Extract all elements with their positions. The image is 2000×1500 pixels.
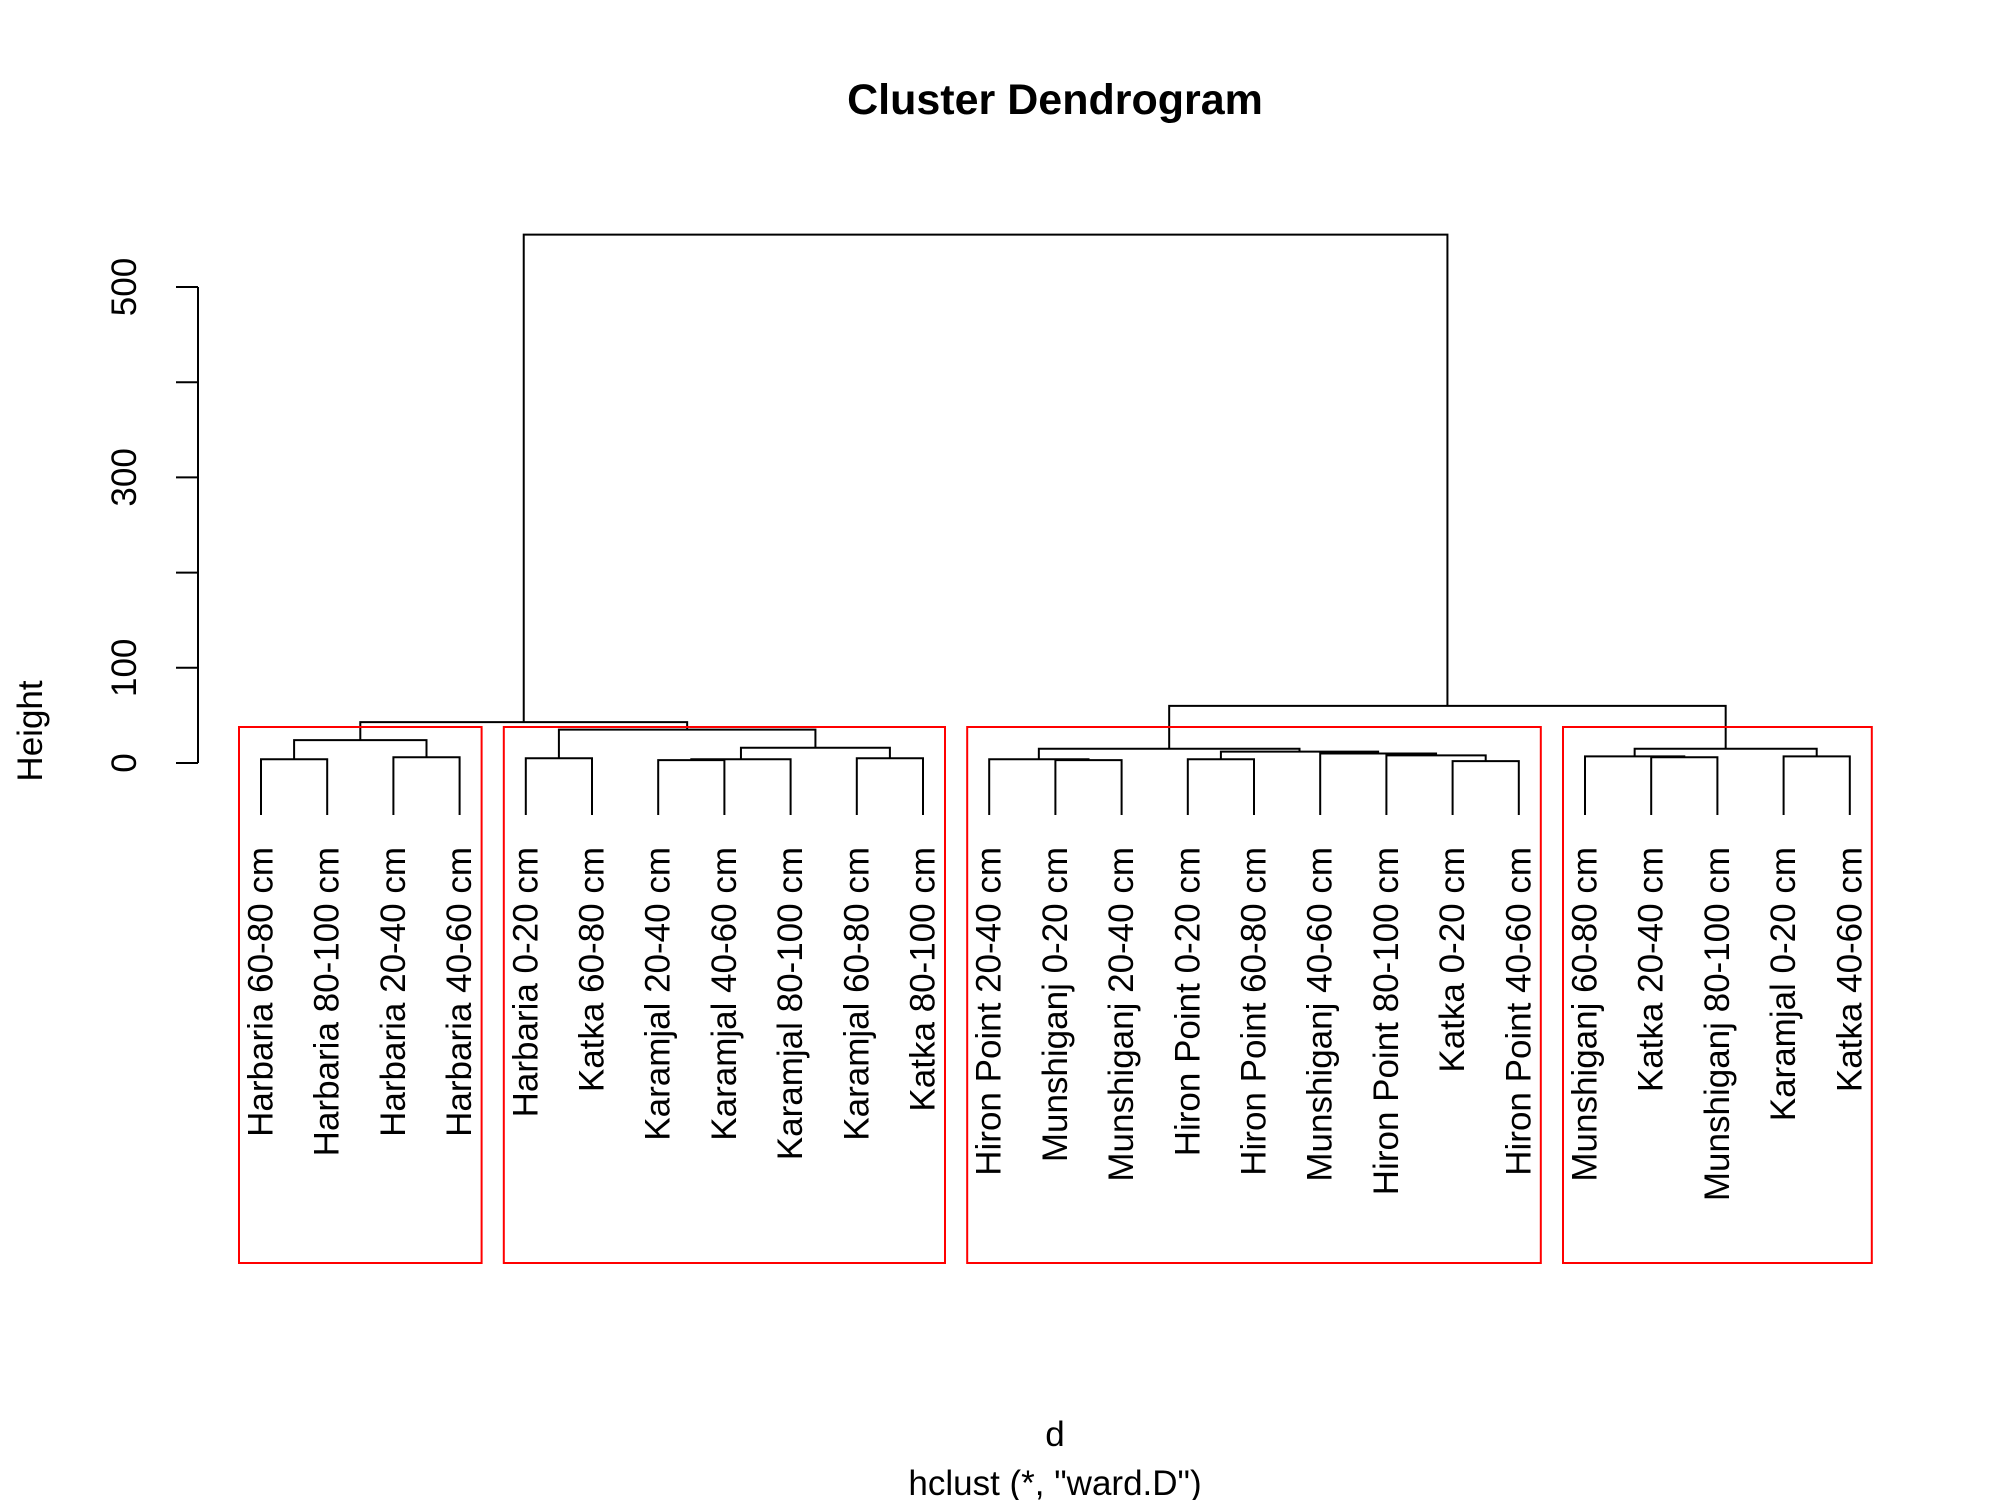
y-tick-label: 300 bbox=[105, 448, 144, 506]
leaf-label: Hiron Point 20-40 cm bbox=[970, 847, 1009, 1176]
leaf-label: Munshiganj 20-40 cm bbox=[1102, 847, 1141, 1182]
dendrogram-link bbox=[1633, 747, 1818, 757]
leaf-labels: Harbaria 60-80 cm Harbaria 80-100 cm Harba… bbox=[242, 847, 1870, 1201]
leaf-label: Katka 0-20 cm bbox=[1433, 847, 1472, 1073]
chart-title: Cluster Dendrogram bbox=[847, 76, 1263, 124]
leaf-label: Harbaria 60-80 cm bbox=[242, 847, 281, 1137]
dendrogram-link bbox=[1319, 752, 1438, 815]
dendrogram-link bbox=[1451, 760, 1520, 815]
leaf-label: Katka 20-40 cm bbox=[1632, 847, 1671, 1092]
leaf-label: Munshiganj 40-60 cm bbox=[1301, 847, 1340, 1182]
chart-subtitle: hclust (*, "ward.D") bbox=[908, 1464, 1201, 1500]
dendrogram-link bbox=[855, 757, 924, 815]
leaf-label: Harbaria 0-20 cm bbox=[506, 847, 545, 1117]
cluster-box bbox=[502, 726, 946, 1264]
dendrogram-link bbox=[1584, 755, 1686, 815]
cluster-box bbox=[966, 726, 1542, 1264]
leaf-label: Harbaria 20-40 cm bbox=[374, 847, 413, 1137]
dendrogram-link bbox=[1054, 759, 1123, 815]
dendrogram-link bbox=[690, 758, 792, 815]
dendrogram-link bbox=[1650, 756, 1719, 815]
leaf-label: Hiron Point 40-60 cm bbox=[1499, 847, 1538, 1176]
dendrogram-link bbox=[1186, 758, 1255, 815]
leaf-label: Munshiganj 80-100 cm bbox=[1698, 847, 1737, 1201]
dendrogram-link bbox=[522, 233, 1449, 723]
leaf-label: Karamjal 0-20 cm bbox=[1764, 847, 1803, 1121]
dendrogram-link bbox=[657, 759, 726, 815]
leaf-label: Karamjal 40-60 cm bbox=[705, 847, 744, 1141]
cluster-boxes bbox=[238, 726, 1873, 1264]
dendrogram-link bbox=[1782, 755, 1851, 815]
dendrogram-link bbox=[557, 728, 817, 759]
leaf-label: Harbaria 40-60 cm bbox=[440, 847, 479, 1137]
leaf-label: Harbaria 80-100 cm bbox=[308, 847, 347, 1156]
leaf-label: Karamjal 60-80 cm bbox=[837, 847, 876, 1141]
dendrogram-link bbox=[1037, 747, 1301, 760]
y-tick-label: 0 bbox=[105, 753, 144, 772]
leaf-label: Hiron Point 0-20 cm bbox=[1168, 847, 1207, 1156]
leaf-label: Katka 40-60 cm bbox=[1830, 847, 1869, 1092]
leaf-label: Katka 80-100 cm bbox=[904, 847, 943, 1112]
dendrogram-link bbox=[260, 758, 329, 815]
leaf-label: Karamjal 80-100 cm bbox=[771, 847, 810, 1160]
x-axis-label: d bbox=[1045, 1415, 1064, 1454]
dendrogram-tree bbox=[260, 233, 1851, 815]
y-tick-label: 100 bbox=[105, 639, 144, 697]
leaf-label: Munshiganj 60-80 cm bbox=[1566, 847, 1605, 1182]
dendrogram-link bbox=[524, 757, 593, 815]
cluster-box bbox=[1562, 726, 1873, 1264]
y-axis-label: Height bbox=[11, 680, 50, 781]
leaf-label: Munshiganj 0-20 cm bbox=[1036, 847, 1075, 1162]
dendrogram-link bbox=[359, 721, 689, 741]
cluster-box bbox=[238, 726, 483, 1264]
leaf-label: Karamjal 20-40 cm bbox=[639, 847, 678, 1141]
dendrogram-link bbox=[1385, 754, 1487, 815]
y-axis: 0 100 300 500 bbox=[105, 258, 199, 773]
y-tick-label: 500 bbox=[105, 258, 144, 316]
leaf-label: Katka 60-80 cm bbox=[573, 847, 612, 1092]
leaf-label: Hiron Point 80-100 cm bbox=[1367, 847, 1406, 1195]
leaf-label: Hiron Point 60-80 cm bbox=[1235, 847, 1274, 1176]
dendrogram-link bbox=[392, 756, 461, 815]
dendrogram-link bbox=[988, 758, 1090, 815]
